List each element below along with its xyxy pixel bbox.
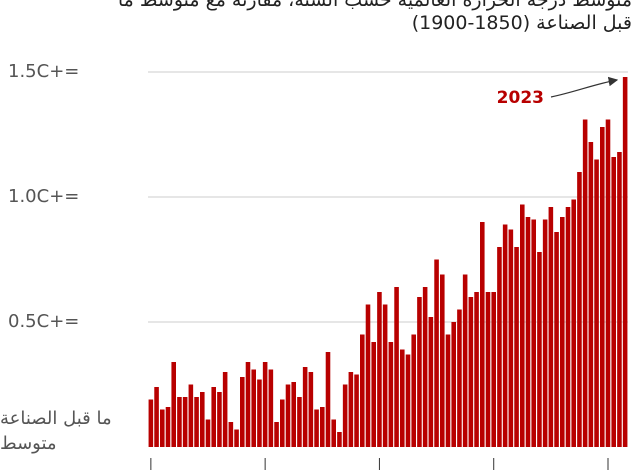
bar xyxy=(182,397,188,447)
y-tick-label: 0.5C+= xyxy=(8,311,79,332)
bar xyxy=(491,292,496,447)
bar xyxy=(577,172,582,447)
bar xyxy=(485,292,491,447)
bar xyxy=(388,342,394,447)
bar xyxy=(365,304,371,447)
bar xyxy=(428,317,434,447)
bar xyxy=(462,274,468,447)
bar xyxy=(468,297,474,447)
bar xyxy=(611,157,616,447)
bar xyxy=(554,232,559,447)
bar xyxy=(148,399,154,447)
y-tick-label-line: ما قبل الصناعة xyxy=(0,408,112,429)
bar xyxy=(280,399,285,447)
bar xyxy=(417,297,422,447)
bar xyxy=(257,379,262,447)
y-tick-label-line: متوسط xyxy=(0,433,57,454)
bar xyxy=(405,354,411,447)
y-tick-label: 1.0C+= xyxy=(8,186,79,207)
bar xyxy=(457,309,462,447)
bar xyxy=(480,222,485,447)
chart-title: متوسط درجة الحرارة العالمية حسب السنة، م… xyxy=(117,0,632,11)
bar xyxy=(537,252,542,447)
bar xyxy=(514,247,519,447)
bar xyxy=(560,217,565,447)
bar xyxy=(188,384,194,447)
bar xyxy=(240,377,245,447)
bar xyxy=(245,362,251,447)
bar xyxy=(371,342,376,447)
bar xyxy=(222,372,228,447)
bar xyxy=(297,397,302,447)
bar xyxy=(594,159,599,447)
bar xyxy=(251,369,256,447)
bar xyxy=(331,419,336,447)
bar xyxy=(377,292,382,447)
bar xyxy=(474,292,479,447)
bar xyxy=(171,362,176,447)
bar xyxy=(337,432,342,447)
bar xyxy=(320,407,325,447)
bar xyxy=(262,362,268,447)
bar xyxy=(302,367,308,447)
bar xyxy=(588,142,594,447)
bar xyxy=(445,334,451,447)
annotation-arrow xyxy=(550,76,619,98)
bar xyxy=(274,422,279,447)
bar xyxy=(194,397,199,447)
bar xyxy=(154,387,159,447)
bar xyxy=(308,372,314,447)
bar xyxy=(497,247,502,447)
bar xyxy=(205,419,211,447)
bar xyxy=(268,369,274,447)
bar xyxy=(531,219,536,447)
bar xyxy=(217,392,222,447)
bar xyxy=(622,77,628,447)
bar xyxy=(354,374,359,447)
bar xyxy=(582,119,588,447)
bar xyxy=(600,127,605,447)
annotation: 2023 xyxy=(497,88,544,108)
bar xyxy=(348,372,354,447)
bar xyxy=(520,204,525,447)
bar xyxy=(565,207,571,447)
bar xyxy=(342,384,348,447)
bar xyxy=(571,199,576,447)
bar xyxy=(451,322,456,447)
bar xyxy=(360,334,365,447)
bar xyxy=(508,229,514,447)
bar xyxy=(234,429,239,447)
bar xyxy=(617,152,622,447)
bar xyxy=(440,274,445,447)
bar xyxy=(211,387,216,447)
bar xyxy=(285,384,291,447)
chart-title: قبل الصناعة (1850-1900) xyxy=(411,12,632,34)
bar xyxy=(314,409,319,447)
bar xyxy=(502,224,508,447)
y-tick-label: 1.5C+= xyxy=(8,61,79,82)
bar xyxy=(422,287,428,447)
bar xyxy=(228,422,234,447)
bar xyxy=(382,304,388,447)
bar xyxy=(291,382,296,447)
bar xyxy=(400,349,405,447)
bar xyxy=(160,409,165,447)
bar xyxy=(525,217,531,447)
bar xyxy=(605,119,611,447)
bar xyxy=(434,259,439,447)
y-tick-label: ما قبل الصناعة متوسط xyxy=(0,406,142,456)
bar xyxy=(411,334,416,447)
bar xyxy=(542,219,548,447)
bar xyxy=(325,352,331,447)
bar xyxy=(177,397,182,447)
bar xyxy=(165,407,171,447)
bar xyxy=(394,287,399,447)
bar xyxy=(548,207,554,447)
bar xyxy=(200,392,205,447)
